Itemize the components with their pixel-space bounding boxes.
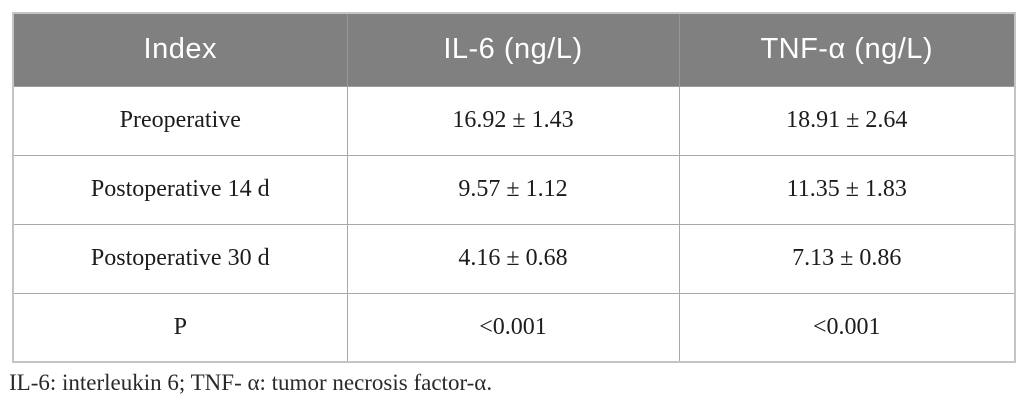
table-row-preoperative: Preoperative 16.92 ± 1.43 18.91 ± 2.64 xyxy=(12,85,1016,156)
cell-post14-il6: 9.57 ± 1.12 xyxy=(346,154,680,225)
cell-post14-label: Postoperative 14 d xyxy=(12,154,348,225)
cell-p-il6: <0.001 xyxy=(346,292,680,363)
table-footnote: IL-6: interleukin 6; TNF- α: tumor necro… xyxy=(9,370,493,395)
cell-post30-il6: 4.16 ± 0.68 xyxy=(346,223,680,294)
table-row-p-value: P <0.001 <0.001 xyxy=(12,292,1016,363)
results-table: Index IL-6 (ng/L) TNF-α (ng/L) Preoperat… xyxy=(12,12,1016,363)
cell-post30-tnf: 7.13 ± 0.86 xyxy=(678,223,1016,294)
cell-p-label: P xyxy=(12,292,348,363)
column-header-il6: IL-6 (ng/L) xyxy=(346,13,679,87)
cell-post30-label: Postoperative 30 d xyxy=(12,223,348,294)
table-header-row: Index IL-6 (ng/L) TNF-α (ng/L) xyxy=(13,13,1015,87)
cell-p-tnf: <0.001 xyxy=(678,292,1016,363)
column-header-tnf-alpha: TNF-α (ng/L) xyxy=(678,13,1015,87)
cell-preoperative-il6: 16.92 ± 1.43 xyxy=(346,85,680,156)
cell-preoperative-label: Preoperative xyxy=(12,85,348,156)
cell-preoperative-tnf: 18.91 ± 2.64 xyxy=(678,85,1016,156)
cell-post14-tnf: 11.35 ± 1.83 xyxy=(678,154,1016,225)
table-row-postoperative-14d: Postoperative 14 d 9.57 ± 1.12 11.35 ± 1… xyxy=(12,154,1016,225)
table-row-postoperative-30d: Postoperative 30 d 4.16 ± 0.68 7.13 ± 0.… xyxy=(12,223,1016,294)
column-header-index: Index xyxy=(13,13,347,87)
